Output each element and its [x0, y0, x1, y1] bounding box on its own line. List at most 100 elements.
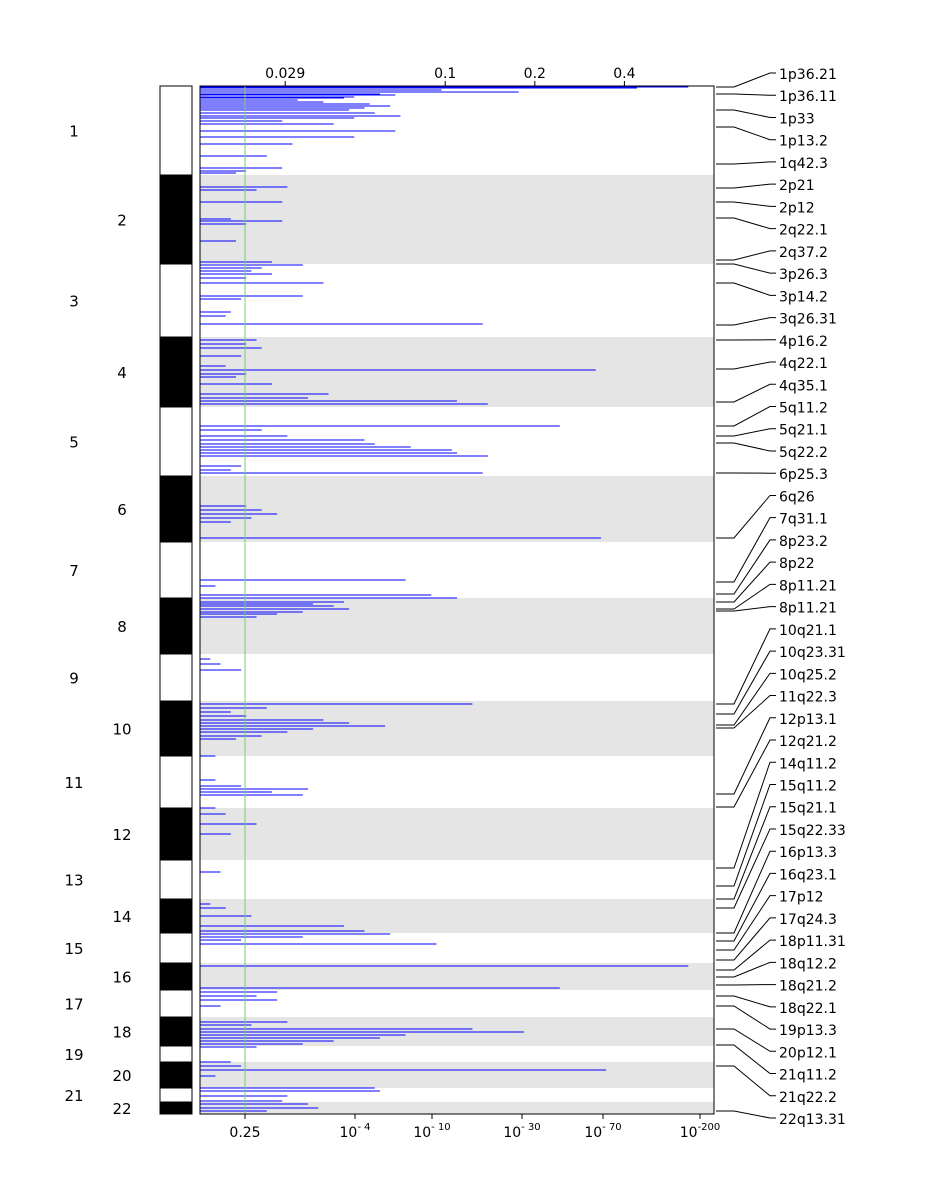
chromosome-ideogram: [159, 85, 193, 1115]
bottom-axis-tick-label: 0.25: [229, 1125, 260, 1141]
chromosome-label: 16: [112, 969, 131, 987]
peak-label: 18q21.2: [779, 979, 837, 995]
chromosome-shade-band: [200, 963, 714, 990]
peak-leader-line: [716, 494, 776, 539]
peak-label: 1p36.21: [779, 67, 837, 83]
chromosome-shade-band: [200, 175, 714, 264]
chromosome-label: 21: [64, 1087, 83, 1105]
peak-leader-line: [716, 126, 776, 141]
chromosome-label: 15: [64, 940, 83, 958]
chromosome-label: 14: [112, 908, 131, 926]
peak-leader-line: [716, 695, 776, 729]
peak-label: 16q23.1: [779, 867, 837, 883]
peak-leader-line: [716, 850, 776, 934]
peak-label: 10q21.1: [779, 623, 837, 639]
peak-label: 4p16.2: [779, 334, 828, 350]
peak-leader-line: [716, 717, 776, 795]
peak-leader-line: [716, 1044, 776, 1075]
peak-label: 8p22: [779, 556, 815, 572]
ideogram-band: [159, 1101, 193, 1115]
peak-label: 11q22.3: [779, 690, 837, 706]
ideogram-band: [159, 406, 193, 477]
peak-label: 6p25.3: [779, 467, 828, 483]
peak-leader-line: [716, 917, 776, 961]
ideogram-band: [159, 755, 193, 809]
peak-label: 21q11.2: [779, 1068, 837, 1084]
top-axis: 0.029 0.1 0.2 0.4: [265, 66, 636, 86]
peak-label: 8p23.2: [779, 534, 828, 550]
peak-leader-line: [716, 109, 776, 118]
ideogram-band: [159, 597, 193, 655]
peak-leader-line: [716, 872, 776, 942]
chromosome-label: 7: [69, 562, 79, 580]
peak-label: 21q22.2: [779, 1090, 837, 1106]
peak-label: 15q11.2: [779, 778, 837, 794]
peak-label: 10q25.2: [779, 667, 837, 683]
tick-base: 10: [584, 1125, 602, 1141]
peak-leader-line: [716, 783, 776, 887]
tick-exponent: -200: [698, 1122, 721, 1133]
ideogram-band: [159, 859, 193, 900]
ideogram-band: [159, 898, 193, 934]
peak-leader-line: [716, 672, 776, 726]
ideogram-band: [159, 989, 193, 1018]
bottom-axis-tick-label: 10- 30: [503, 1122, 540, 1141]
peak-label: 18p11.31: [779, 934, 846, 950]
ideogram-band: [159, 475, 193, 543]
peak-label: 1p36.11: [779, 89, 837, 105]
top-axis-tick-label: 0.1: [434, 66, 456, 82]
chromosome-shade-band: [200, 1102, 714, 1114]
peak-label: 22q13.31: [779, 1112, 846, 1128]
peak-label: 3q26.31: [779, 312, 837, 328]
chromosome-label: 13: [64, 872, 83, 890]
chromosome-label: 6: [117, 501, 127, 519]
ideogram-band: [159, 653, 193, 702]
chromosome-label: 8: [117, 618, 127, 636]
peak-leader-line: [716, 628, 776, 705]
tick-base: 10: [503, 1125, 521, 1141]
peak-leader-line: [716, 317, 776, 326]
ideogram-band: [159, 263, 193, 338]
peak-leader-line: [716, 561, 776, 603]
peak-leader-line: [716, 161, 776, 165]
bottom-axis-tick-label: 10- 10: [413, 1122, 450, 1141]
peak-label: 19p13.3: [779, 1023, 837, 1039]
peak-leader-line: [716, 428, 776, 437]
peak-leader-line: [716, 72, 776, 88]
peak-label: 1p33: [779, 111, 815, 127]
bottom-axis-tick-label: 10- 4: [340, 1122, 371, 1141]
peak-label: 1p13.2: [779, 134, 828, 150]
peak-leader-line: [716, 442, 776, 452]
chromosome-label: 1: [69, 123, 79, 141]
peak-leader-line: [716, 517, 776, 583]
chromosome-shading: [200, 175, 714, 1114]
peak-label: 5q21.1: [779, 423, 828, 439]
tick-exponent: - 4: [357, 1122, 370, 1133]
peak-leader-line: [716, 739, 776, 808]
tick-base: 10: [340, 1125, 358, 1141]
chromosome-shade-band: [200, 808, 714, 860]
peak-label: 4q22.1: [779, 356, 828, 372]
peak-label: 4q35.1: [779, 378, 828, 394]
peak-leader-line: [716, 183, 776, 189]
peak-leader-line: [716, 761, 776, 869]
peak-leader-line: [716, 961, 776, 978]
peak-label: 15q21.1: [779, 801, 837, 817]
ideogram-band: [159, 1016, 193, 1047]
peak-leader-line: [716, 201, 776, 207]
peak-leader-line: [716, 606, 776, 612]
peak-label: 8p11.21: [779, 578, 837, 594]
data-segments: [200, 86, 689, 1112]
peak-label: 5q11.2: [779, 401, 828, 417]
tick-base: 10: [680, 1125, 698, 1141]
peak-label: 20p12.1: [779, 1045, 837, 1061]
ideogram-band: [159, 962, 193, 991]
peak-leader-line: [716, 828, 776, 909]
peak-leader-line: [716, 583, 776, 610]
chromosome-label: 17: [64, 996, 83, 1014]
peak-leader-line: [716, 250, 776, 261]
peak-label: 14q11.2: [779, 756, 837, 772]
peak-leader-line: [716, 217, 776, 230]
top-axis-tick-label: 0.4: [613, 66, 635, 82]
peak-label: 2q22.1: [779, 223, 828, 239]
